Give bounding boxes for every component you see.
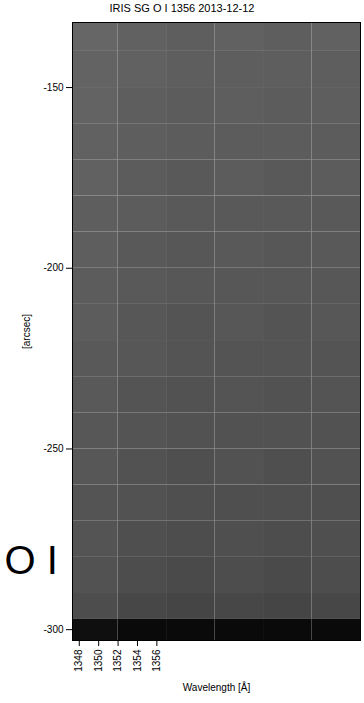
svg-text:O I: O I <box>5 538 58 582</box>
svg-text:1348: 1348 <box>73 649 84 672</box>
svg-text:1354: 1354 <box>132 649 143 672</box>
svg-text:-250: -250 <box>43 443 63 454</box>
svg-text:Wavelength [Å]: Wavelength [Å] <box>183 681 251 693</box>
svg-text:-300: -300 <box>43 624 63 635</box>
svg-text:1356: 1356 <box>151 649 162 672</box>
html-text:IRIS SG O I 1356 2013-12-12: IRIS SG O I 1356 2013-12-12 <box>109 2 255 14</box>
svg-text:[arcsec]: [arcsec] <box>21 314 32 349</box>
svg-text:1352: 1352 <box>112 649 123 672</box>
svg-text:1350: 1350 <box>93 649 104 672</box>
svg-text:-150: -150 <box>43 82 63 93</box>
svg-text:-200: -200 <box>43 262 63 273</box>
